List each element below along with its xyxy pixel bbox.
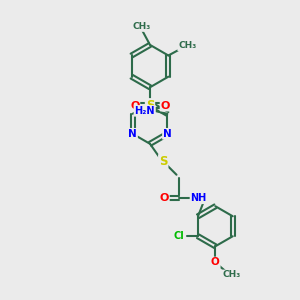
Text: O: O	[160, 100, 170, 110]
Text: Cl: Cl	[173, 231, 184, 241]
Text: CH₃: CH₃	[178, 41, 196, 50]
Text: H₂N: H₂N	[134, 106, 155, 116]
Text: CH₃: CH₃	[133, 22, 151, 31]
Text: CH₃: CH₃	[222, 270, 241, 279]
Text: S: S	[146, 99, 154, 112]
Text: O: O	[159, 193, 169, 203]
Text: NH: NH	[190, 193, 207, 203]
Text: O: O	[130, 100, 140, 110]
Text: N: N	[163, 129, 172, 139]
Text: N: N	[128, 129, 137, 139]
Text: S: S	[159, 155, 167, 168]
Text: O: O	[211, 257, 220, 268]
